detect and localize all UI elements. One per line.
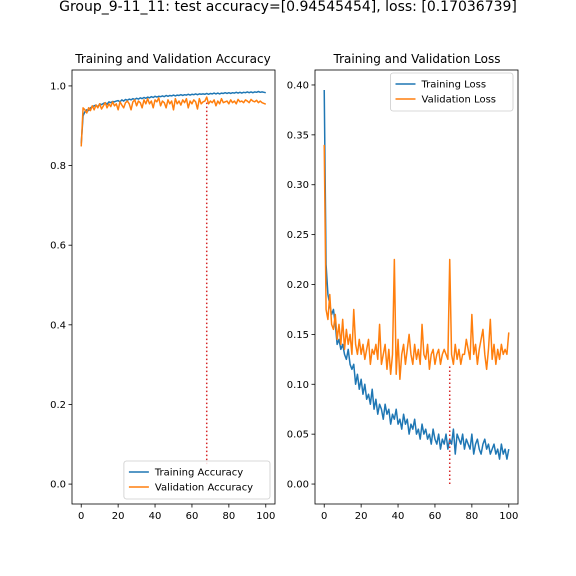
loss-ytick-label: 0.15 (287, 330, 309, 341)
loss-ytick-label: 0.10 (287, 380, 309, 391)
accuracy-ytick-label: 0.0 (50, 480, 66, 491)
loss-xtick-label: 60 (429, 511, 442, 522)
accuracy-xtick-label: 100 (256, 511, 275, 522)
loss-legend-label: Validation Loss (422, 95, 497, 106)
accuracy-xtick-label: 80 (222, 511, 235, 522)
accuracy-legend-label: Training Accuracy (154, 468, 243, 479)
accuracy-xtick-label: 60 (186, 511, 199, 522)
accuracy-panel-title: Training and Validation Accuracy (74, 52, 270, 66)
loss-ytick-label: 0.00 (287, 480, 309, 491)
loss-legend: Training Loss Validation Loss (390, 72, 514, 112)
accuracy-ytick-label: 1.0 (50, 81, 66, 92)
accuracy-xtick-label: 40 (149, 511, 162, 522)
loss-axes-frame (314, 69, 519, 505)
loss-panel: Training and Validation Loss 0 20 40 60 80 10… (287, 52, 519, 522)
loss-ytick-label: 0.25 (287, 230, 309, 241)
accuracy-xtick-label: 20 (112, 511, 125, 522)
loss-ytick-label: 0.05 (287, 430, 309, 441)
loss-panel-title: Training and Validation Loss (333, 52, 501, 66)
loss-xtick-label: 0 (321, 511, 327, 522)
accuracy-ytick-label: 0.6 (50, 241, 66, 252)
accuracy-ytick-label: 0.8 (50, 161, 66, 172)
loss-legend-label: Training Loss (421, 80, 487, 91)
accuracy-panel: Training and Validation Accuracy 0 20 40 60… (50, 52, 276, 522)
loss-xtick-label: 20 (355, 511, 368, 522)
accuracy-series-validation-line (80, 96, 267, 147)
loss-xtick-label: 80 (465, 511, 478, 522)
accuracy-xtick-label: 0 (78, 511, 84, 522)
loss-xtick-label: 100 (499, 511, 518, 522)
accuracy-axes-frame (71, 69, 276, 505)
loss-ytick-label: 0.35 (287, 130, 309, 141)
loss-series-training-line (323, 89, 510, 460)
loss-ytick-label: 0.30 (287, 180, 309, 191)
loss-ytick-label: 0.20 (287, 280, 309, 291)
figure-suptitle: Group_9-11_11: test accuracy=[0.94545454… (59, 0, 517, 15)
accuracy-legend-label: Validation Accuracy (155, 483, 253, 494)
loss-ytick-label: 0.40 (287, 80, 309, 91)
loss-xtick-label: 40 (392, 511, 405, 522)
accuracy-ytick-label: 0.2 (50, 400, 66, 411)
accuracy-legend-box (123, 460, 271, 500)
loss-legend-box (390, 72, 514, 112)
loss-series-validation-line (323, 144, 510, 381)
accuracy-legend: Training Accuracy Validation Accuracy (123, 460, 271, 500)
accuracy-ytick-label: 0.4 (50, 320, 66, 331)
